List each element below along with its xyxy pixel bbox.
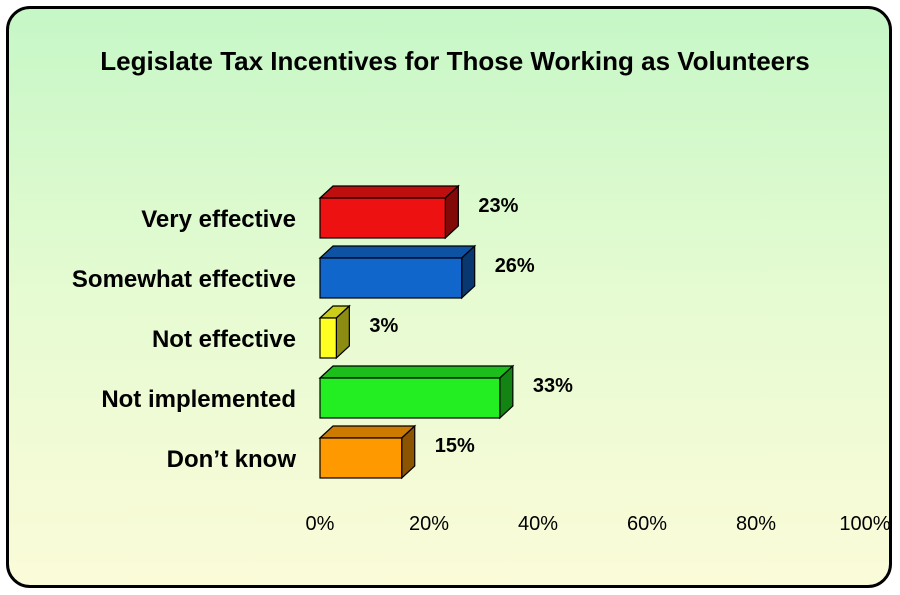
category-label-4: Don’t know: [167, 446, 297, 473]
category-label-3: Not implemented: [101, 386, 296, 413]
x-tick-1: 20%: [409, 513, 449, 535]
category-label-0: Very effective: [141, 206, 296, 233]
x-tick-3: 60%: [627, 513, 667, 535]
category-label-1: Somewhat effective: [72, 266, 296, 293]
value-label-1: 26%: [495, 255, 535, 277]
x-tick-5: 100%: [839, 513, 890, 535]
chart-title: Legislate Tax Incentives for Those Worki…: [100, 46, 810, 76]
x-tick-0: 0%: [306, 513, 335, 535]
value-label-3: 33%: [533, 375, 573, 397]
category-label-2: Not effective: [152, 326, 296, 353]
bar-4: [318, 424, 417, 480]
x-tick-2: 40%: [518, 513, 558, 535]
value-label-4: 15%: [435, 435, 475, 457]
bar-1: [318, 244, 477, 300]
bar-3: [318, 364, 515, 420]
value-label-0: 23%: [478, 195, 518, 217]
value-label-2: 3%: [369, 315, 398, 337]
bar-2: [318, 304, 351, 360]
bar-0: [318, 184, 460, 240]
x-tick-4: 80%: [736, 513, 776, 535]
